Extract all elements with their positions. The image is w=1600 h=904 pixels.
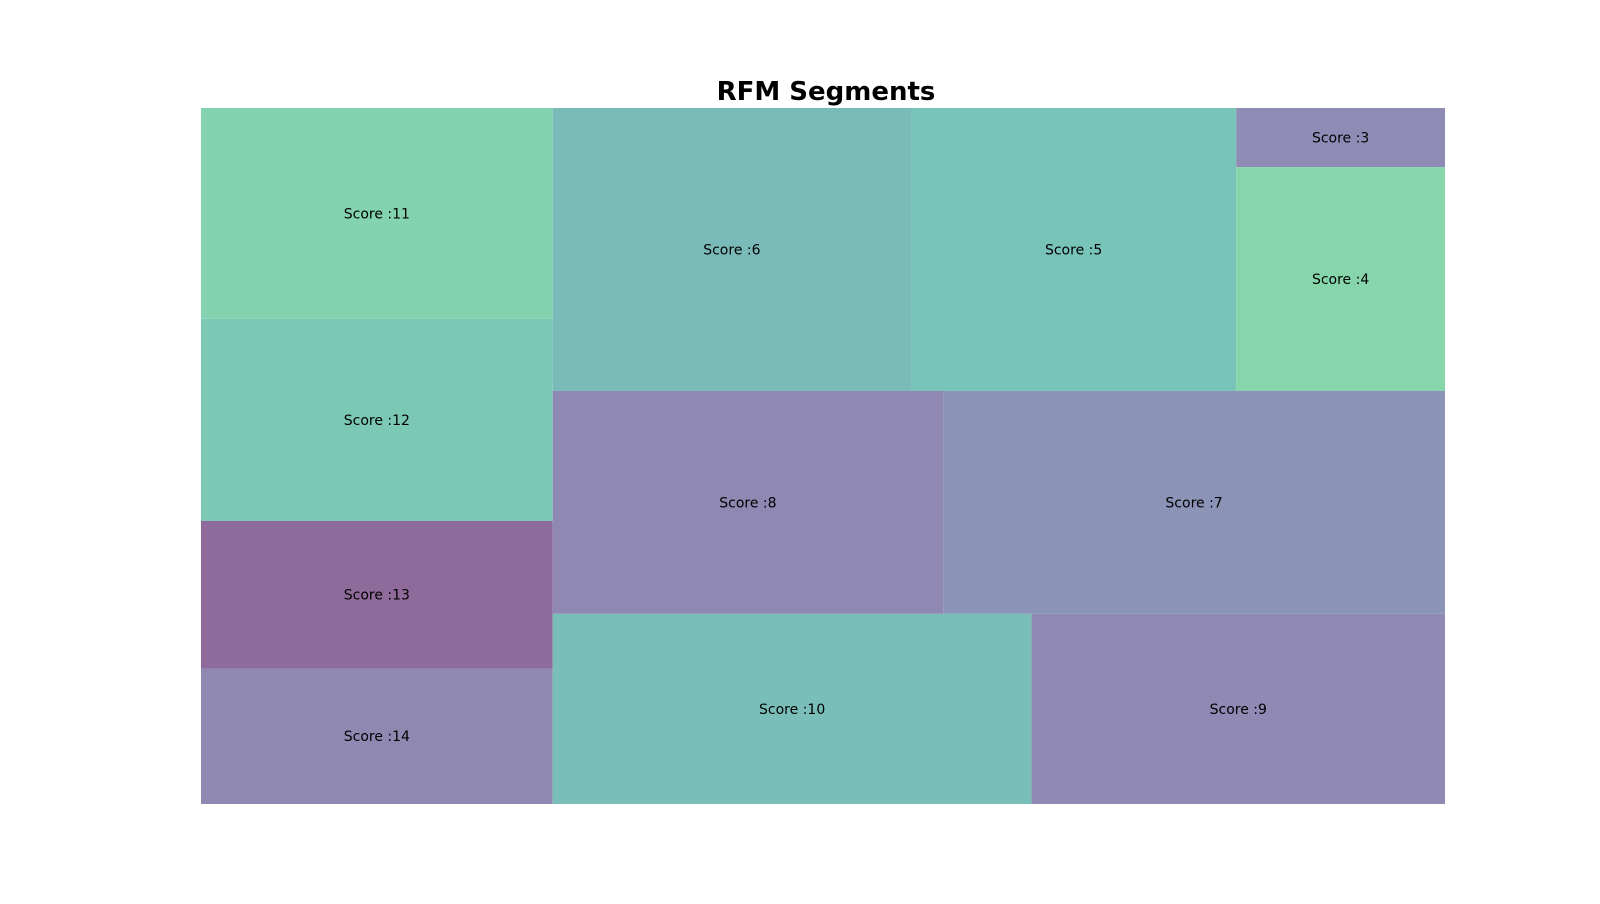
treemap-cell-rect: [1031, 613, 1445, 804]
treemap-cell-label: Score :13: [344, 588, 410, 604]
treemap-cell-rect: [943, 390, 1445, 614]
treemap-cell-label: Score :12: [344, 413, 410, 429]
treemap-cell-label: Score :10: [759, 702, 825, 718]
treemap-cell-label: Score :5: [1045, 242, 1102, 258]
treemap-cell-rect: [552, 613, 1032, 804]
treemap-cell-rect: [201, 108, 553, 319]
treemap-cell-rect: [1236, 167, 1445, 391]
treemap-cell-rect: [911, 108, 1237, 391]
treemap-cell: Score :4: [1236, 167, 1445, 391]
treemap-cell: Score :9: [1031, 613, 1445, 804]
treemap-cell-label: Score :14: [344, 729, 410, 745]
treemap-cell: Score :3: [1236, 108, 1445, 168]
treemap-cell-label: Score :6: [703, 242, 760, 258]
treemap-cell-rect: [201, 668, 553, 804]
treemap-cell-rect: [552, 108, 912, 391]
treemap-cells: Score :11 Score :12 Score :13 Score :14 Scor…: [201, 108, 1445, 804]
treemap-cell: Score :12: [201, 318, 553, 521]
treemap-cell: Score :10: [552, 613, 1032, 804]
treemap-cell: Score :6: [552, 108, 912, 391]
treemap-cell-label: Score :4: [1312, 272, 1369, 288]
treemap-cell-rect: [1236, 108, 1445, 168]
treemap-cell: Score :5: [911, 108, 1237, 391]
treemap-cell-label: Score :7: [1165, 495, 1222, 511]
chart-title: RFM Segments: [717, 77, 936, 107]
treemap-cell-rect: [552, 390, 944, 614]
treemap-cell-rect: [201, 520, 553, 669]
treemap-cell: Score :8: [552, 390, 944, 614]
treemap-cell-label: Score :9: [1210, 702, 1267, 718]
treemap-cell-label: Score :3: [1312, 131, 1369, 147]
treemap-cell: Score :7: [943, 390, 1445, 614]
treemap-cell: Score :14: [201, 668, 553, 804]
treemap-cell-rect: [201, 318, 553, 521]
treemap-cell: Score :13: [201, 520, 553, 669]
treemap-cell-label: Score :11: [344, 206, 410, 222]
treemap-cell-label: Score :8: [719, 495, 776, 511]
treemap-cell: Score :11: [201, 108, 553, 319]
